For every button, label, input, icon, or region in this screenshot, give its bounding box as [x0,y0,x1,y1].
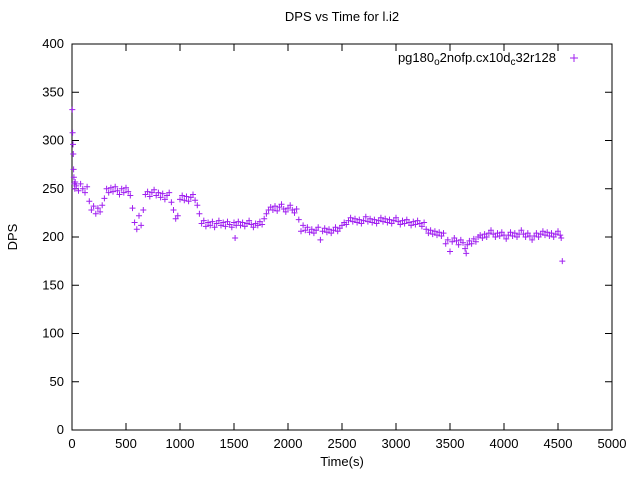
tick-label: 4500 [544,436,573,451]
tick-label: 2000 [274,436,303,451]
legend-label: pg180o2nofp.cx10dc32r128 [398,50,556,68]
legend-label-part: pg180 [398,50,434,65]
legend-label-part: 32r128 [516,50,556,65]
tick-label: 500 [115,436,137,451]
tick-label: 1000 [166,436,195,451]
series-plus-markers [69,106,566,265]
tick-label: 2500 [328,436,357,451]
legend-label-subscript: c [511,57,516,68]
tick-label: 0 [57,422,64,437]
tick-label: 350 [42,84,64,99]
tick-label: 3000 [382,436,411,451]
legend-label-subscript: o [434,57,440,68]
tick-label: 4000 [490,436,519,451]
y-axis-label: DPS [5,223,20,250]
scatter-points [69,106,566,265]
x-axis-label: Time(s) [320,454,364,469]
tick-label: 400 [42,36,64,51]
legend-label-part: 2nofp.cx10d [440,50,511,65]
axis-ticks: 0 500 1000 1500 2000 2500 3000 3500 4000 4500 5000… [42,36,626,451]
tick-label: 300 [42,133,64,148]
tick-label: 150 [42,277,64,292]
tick-label: 50 [50,374,64,389]
tick-label: 3500 [436,436,465,451]
chart-title: DPS vs Time for l.i2 [285,9,399,24]
tick-label: 1500 [220,436,249,451]
tick-label: 0 [68,436,75,451]
tick-label: 200 [42,229,64,244]
tick-label: 250 [42,181,64,196]
tick-label: 5000 [598,436,627,451]
plot-area-border [71,43,613,431]
tick-label: 100 [42,326,64,341]
legend-plus-marker [570,54,578,62]
legend: pg180o2nofp.cx10dc32r128 [398,50,578,68]
